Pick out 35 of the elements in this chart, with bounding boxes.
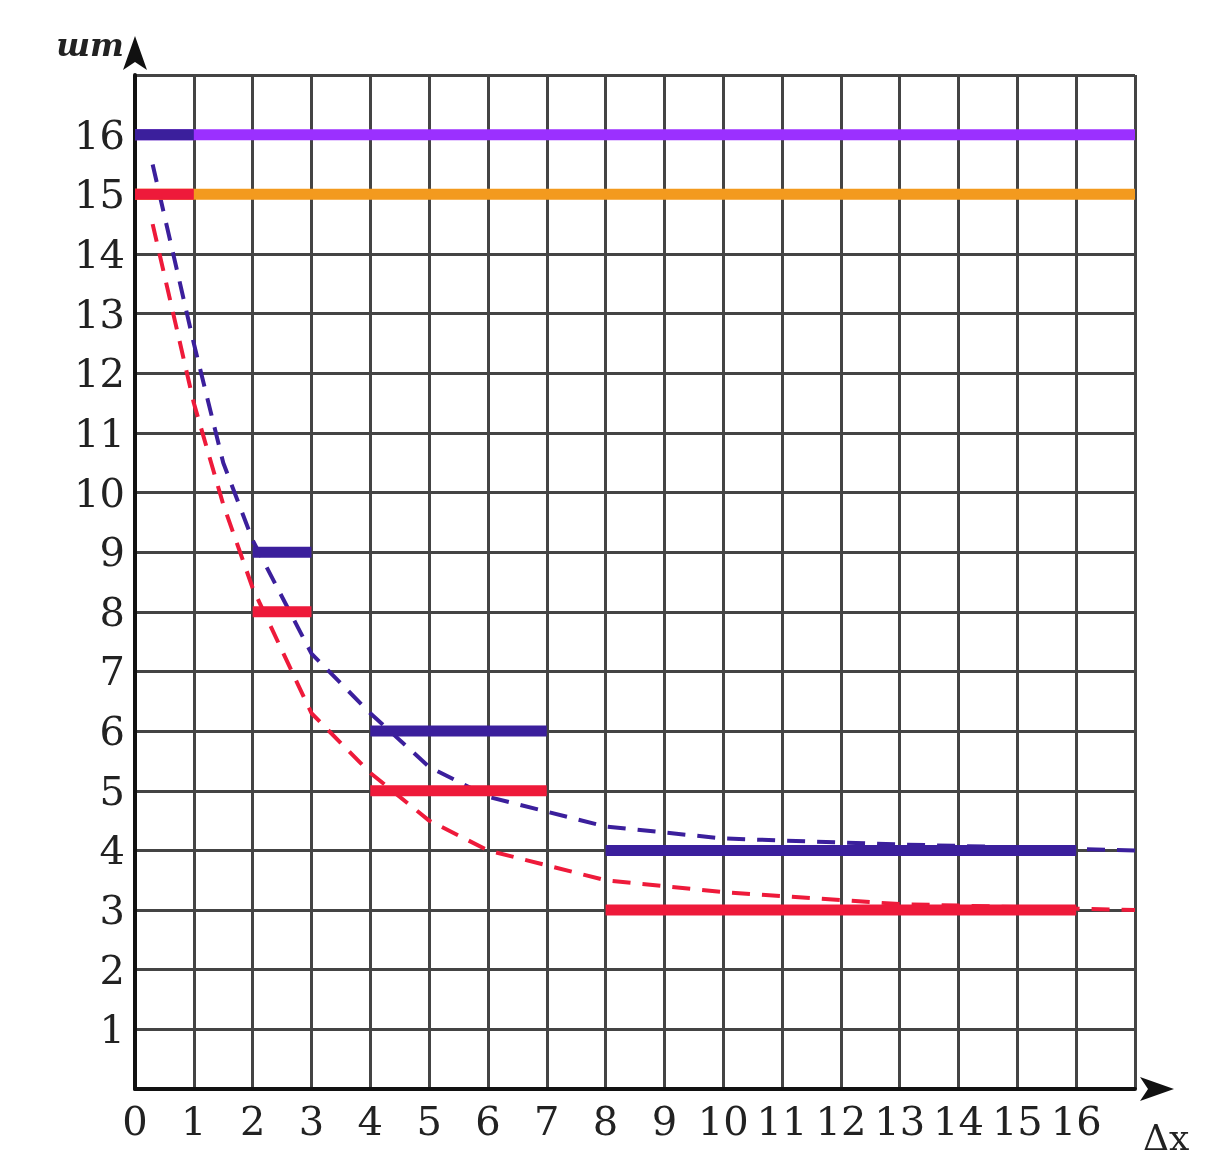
- y-tick-label: 6: [99, 708, 125, 755]
- y-tick-label: 11: [74, 409, 125, 456]
- y-tick-label: 14: [74, 230, 125, 277]
- y-tick-label: 8: [99, 588, 125, 635]
- x-tick-label: 12: [815, 1098, 867, 1144]
- y-tick-label: 15: [74, 171, 125, 218]
- y-tick-label: 9: [99, 529, 125, 576]
- x-tick-label: 9: [651, 1098, 678, 1144]
- x-tick-label: 0: [122, 1098, 148, 1144]
- y-tick-label: 10: [74, 469, 125, 516]
- x-tick-label: 6: [475, 1098, 501, 1144]
- x-tick-label: 2: [239, 1098, 266, 1144]
- y-tick-label: 1: [99, 1006, 125, 1053]
- x-tick-label: 11: [756, 1098, 808, 1144]
- y-axis-title: шт: [56, 26, 124, 64]
- y-tick-label: 12: [74, 350, 125, 397]
- x-tick-label: 5: [416, 1098, 442, 1144]
- y-tick-label: 3: [99, 887, 125, 934]
- x-tick-label: 14: [933, 1098, 984, 1144]
- y-tick-label: 2: [99, 946, 125, 993]
- x-tick-label: 7: [534, 1098, 560, 1144]
- x-tick-label: 13: [874, 1098, 926, 1144]
- x-axis-title: Δx: [1143, 1116, 1190, 1158]
- y-tick-label: 4: [99, 827, 125, 874]
- x-tick-label: 10: [697, 1098, 749, 1144]
- x-tick-label: 4: [357, 1098, 384, 1144]
- x-tick-label: 15: [991, 1098, 1043, 1144]
- x-tick-label: 16: [1050, 1098, 1102, 1144]
- y-tick-label: 16: [74, 111, 125, 158]
- y-tick-label: 7: [99, 648, 125, 695]
- x-tick-label: 3: [298, 1098, 325, 1144]
- x-tick-label: 1: [181, 1098, 207, 1144]
- x-tick-label: 8: [592, 1098, 619, 1144]
- y-tick-label: 13: [74, 290, 125, 337]
- y-tick-label: 5: [99, 767, 125, 814]
